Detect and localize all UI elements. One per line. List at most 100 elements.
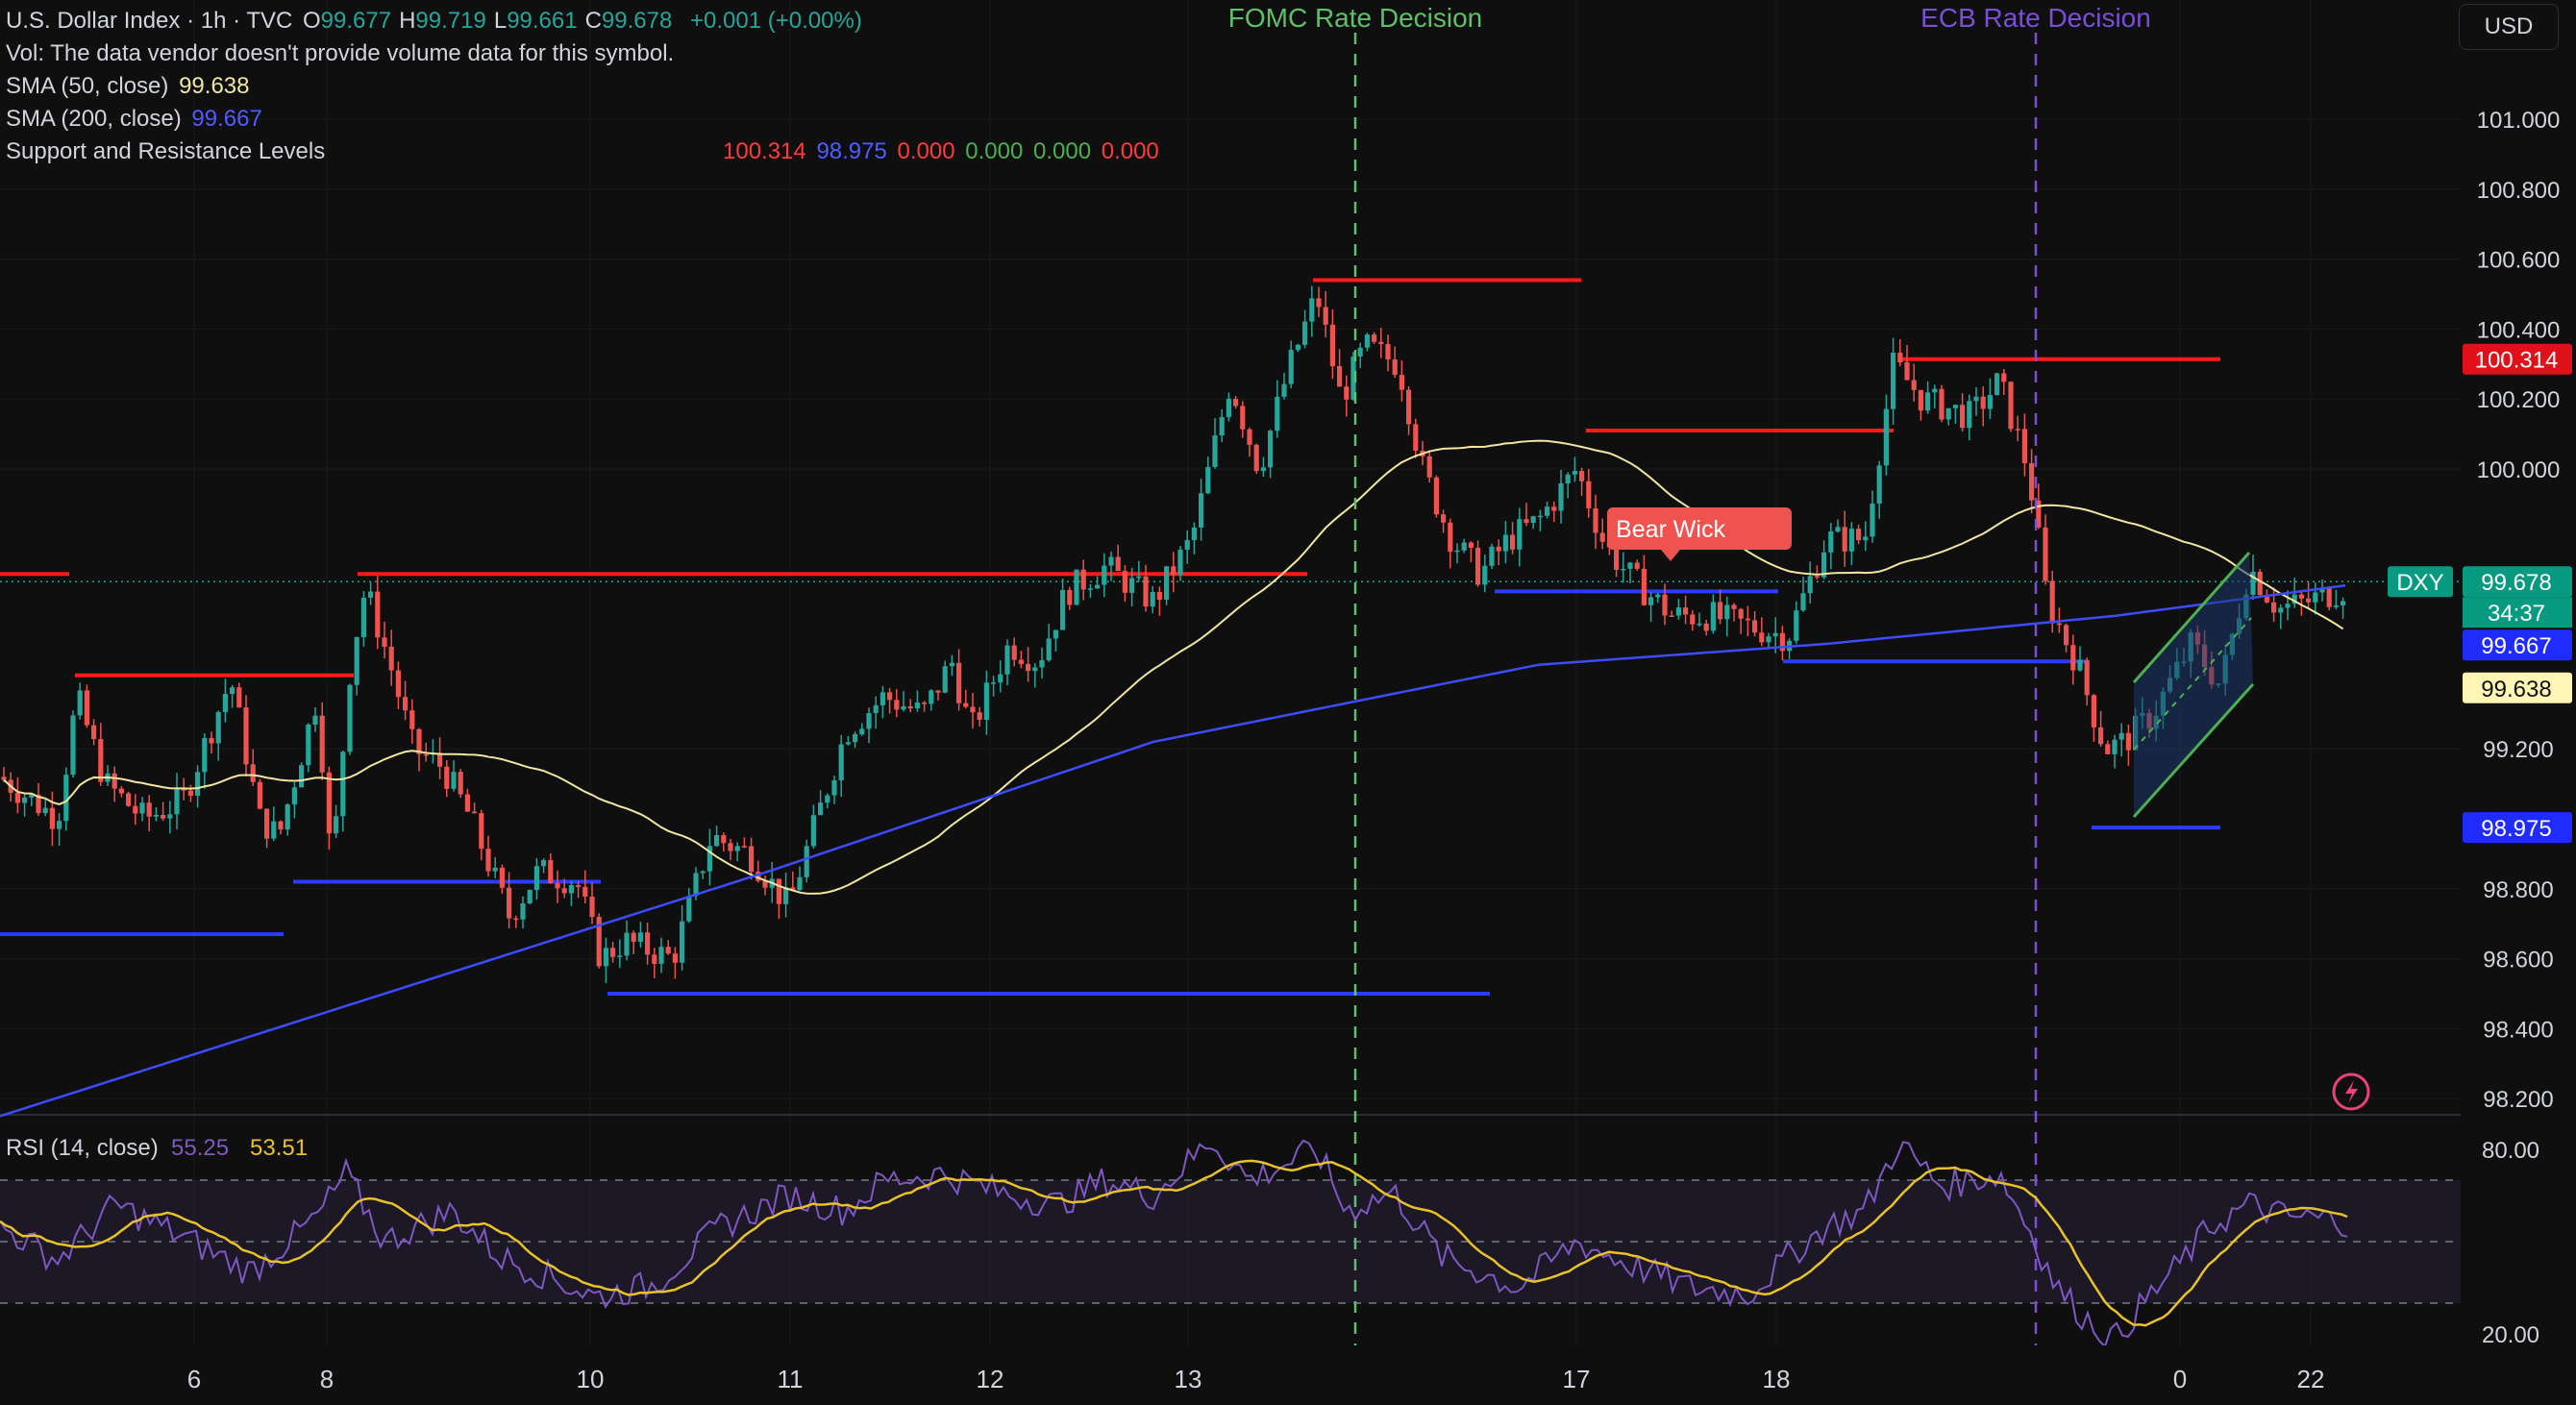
candle-body xyxy=(527,890,533,904)
legend-sma200[interactable]: SMA (200, close) 99.667 xyxy=(6,106,266,133)
symbol-tag xyxy=(2388,566,2453,598)
candle-body xyxy=(479,813,484,850)
ohlc-key: H xyxy=(399,8,416,34)
time-tick-label: 22 xyxy=(2297,1365,2325,1393)
candle-body xyxy=(1441,514,1447,523)
price-channel xyxy=(2132,552,2255,819)
candle-body xyxy=(2036,500,2042,528)
rsi-legend-label: RSI (14, close) xyxy=(6,1135,159,1161)
candle-body xyxy=(1406,389,1412,425)
candle-body xyxy=(922,702,928,704)
price-tick-label: 100.600 xyxy=(2477,248,2561,274)
candle-body xyxy=(1461,542,1467,551)
candle-body xyxy=(1572,471,1577,475)
price-label-resistance-text: 100.314 xyxy=(2475,348,2559,374)
candle-body xyxy=(312,715,318,726)
candle-body xyxy=(2043,527,2048,581)
candle-body xyxy=(1627,562,1633,569)
currency-button[interactable]: USD xyxy=(2459,4,2559,50)
candle-body xyxy=(340,752,346,817)
candle-body xyxy=(1454,550,1460,553)
candle-body xyxy=(541,860,547,867)
candle-body xyxy=(1199,493,1204,528)
candle-body xyxy=(1226,399,1231,418)
candle-body xyxy=(1634,562,1640,569)
candle-body xyxy=(2278,607,2284,613)
candle-body xyxy=(1191,527,1197,540)
candle-body xyxy=(873,704,879,714)
snr-value-1: 98.975 xyxy=(816,138,887,164)
candle-body xyxy=(818,802,824,816)
candle-body xyxy=(126,793,132,806)
candle-body xyxy=(1032,667,1038,672)
candle-body xyxy=(1925,392,1931,411)
price-tick-label: 98.200 xyxy=(2483,1087,2553,1113)
candle-body xyxy=(568,885,574,894)
candle-body xyxy=(1378,341,1384,345)
annotation-label: Bear Wick xyxy=(1616,516,1725,543)
candle-body xyxy=(1489,546,1495,566)
candle-body xyxy=(63,775,69,822)
candle-body xyxy=(1641,568,1647,605)
candle-body xyxy=(2029,462,2035,501)
candle-body xyxy=(963,702,969,707)
candle-body xyxy=(1496,546,1501,552)
candle-body xyxy=(1683,607,1689,615)
ohlc-key: L xyxy=(493,8,508,34)
candle-body xyxy=(693,873,699,897)
channel-lower xyxy=(2132,682,2255,819)
time-tick-label: 11 xyxy=(778,1365,804,1393)
candle-body xyxy=(879,692,885,705)
candle-body xyxy=(2021,429,2027,463)
rsi-legend-ma-value: 53.51 xyxy=(250,1135,308,1161)
candle-body xyxy=(319,715,325,773)
candle-body xyxy=(1482,565,1488,585)
candle-body xyxy=(1980,396,1986,409)
annotation-box xyxy=(1607,507,1792,550)
event-label: FOMC Rate Decision xyxy=(1228,3,1483,33)
candle-body xyxy=(1372,334,1377,342)
legend-sma50[interactable]: SMA (50, close) 99.638 xyxy=(6,73,253,100)
candle-body xyxy=(209,737,214,744)
price-tick-label: 100.200 xyxy=(2477,387,2561,413)
price-label-sma50 xyxy=(2463,672,2572,703)
candle-body xyxy=(1537,515,1543,518)
candle-body xyxy=(499,867,505,888)
annotation-pointer xyxy=(1661,550,1680,561)
price-tick-label: 99.200 xyxy=(2483,737,2553,763)
candle-body xyxy=(652,954,657,964)
candle-body xyxy=(1260,467,1266,472)
candle-body xyxy=(2077,660,2083,671)
candle-body xyxy=(1502,534,1508,552)
candle-body xyxy=(1745,618,1750,621)
candle-body xyxy=(665,947,671,954)
candle-body xyxy=(2326,587,2332,607)
candle-body xyxy=(118,788,124,794)
candle-body xyxy=(631,932,636,942)
candle-body xyxy=(1475,548,1481,585)
candle-body xyxy=(70,715,76,776)
candle-body xyxy=(1517,519,1523,550)
candle-body xyxy=(513,918,519,921)
candle-body xyxy=(1046,638,1052,661)
candle-body xyxy=(1731,604,1737,609)
candle-body xyxy=(942,666,948,693)
candle-body xyxy=(139,802,145,814)
candle-body xyxy=(561,888,567,894)
candlesticks xyxy=(1,285,2346,983)
countdown-label: 34:37 xyxy=(2488,601,2545,627)
candle-body xyxy=(1171,566,1177,576)
candle-body xyxy=(520,903,526,920)
candle-body xyxy=(1026,663,1031,672)
candle-body xyxy=(1648,597,1654,605)
candle-body xyxy=(914,702,920,709)
candle-body xyxy=(1205,466,1211,494)
candle-body xyxy=(111,773,117,789)
candle-body xyxy=(582,886,588,898)
candle-body xyxy=(1952,405,1958,408)
legend-snr[interactable]: Support and Resistance Levels xyxy=(6,138,329,165)
candle-body xyxy=(1994,373,2000,396)
candle-body xyxy=(1074,569,1079,605)
candle-body xyxy=(2064,625,2069,646)
